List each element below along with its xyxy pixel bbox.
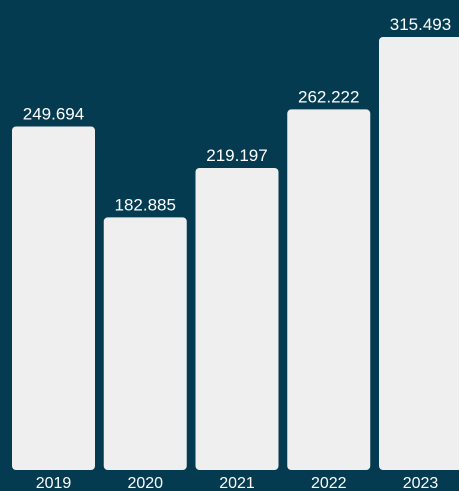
value-labels-group: 249.694 182.885 219.197 262.222 315.493 [23, 15, 451, 214]
category-label-2019: 2019 [36, 475, 72, 491]
category-labels-group: 2019 2020 2021 2022 2023 [36, 475, 439, 491]
bar-2021 [195, 167, 279, 471]
category-label-2021: 2021 [219, 475, 255, 491]
value-label-2023: 315.493 [390, 15, 451, 34]
value-label-2020: 182.885 [115, 195, 176, 214]
bar-2020 [103, 217, 187, 470]
value-label-2022: 262.222 [298, 87, 359, 106]
category-label-2022: 2022 [311, 475, 347, 491]
bars-group [12, 37, 459, 471]
bar-2023 [379, 37, 459, 470]
category-label-2023: 2023 [403, 475, 439, 491]
value-label-2021: 219.197 [206, 146, 267, 165]
category-label-2020: 2020 [127, 475, 163, 491]
value-label-2019: 249.694 [23, 104, 84, 123]
bar-2019 [12, 126, 95, 471]
bar-2022 [287, 109, 371, 471]
